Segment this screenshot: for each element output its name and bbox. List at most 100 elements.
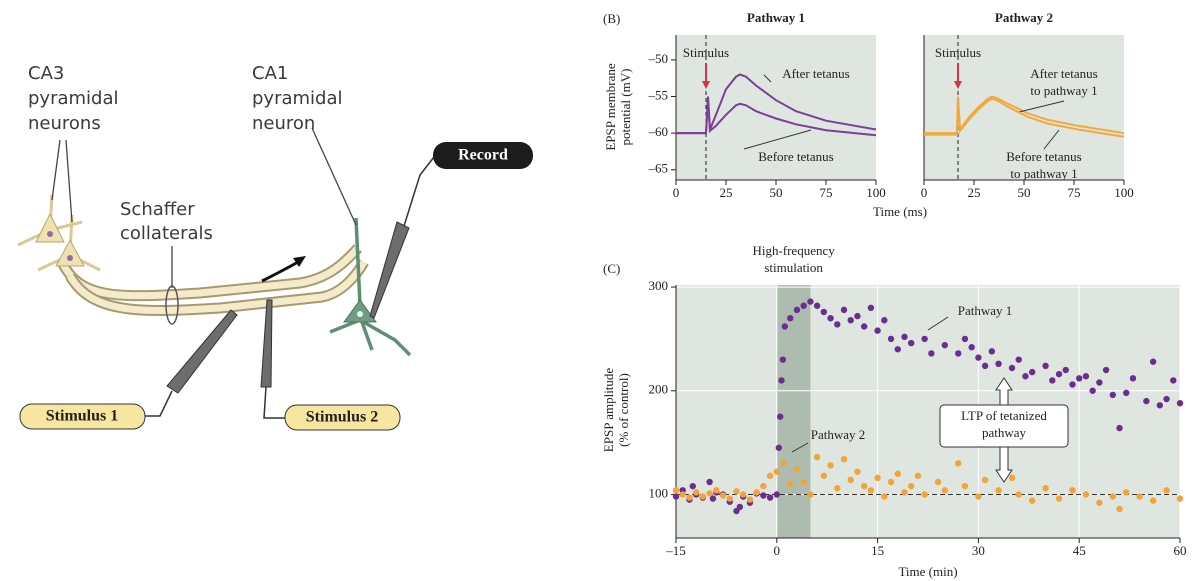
y-tick-label: –55 <box>648 87 669 102</box>
point <box>1123 390 1129 396</box>
ca3-label: neurons <box>28 113 101 134</box>
point <box>727 495 733 501</box>
point <box>1103 367 1109 373</box>
point <box>1110 392 1116 398</box>
ca1-label: neuron <box>252 113 315 134</box>
wire <box>264 387 285 418</box>
series-label: Pathway 2 <box>811 427 866 442</box>
point <box>975 493 981 499</box>
point <box>848 477 854 483</box>
diagram: Record Stimulus 1 Stimulus 2 CA3 pyramid… <box>18 63 533 430</box>
point <box>821 309 827 315</box>
point <box>901 489 907 495</box>
x-axis-label: Time (ms) <box>873 204 927 219</box>
series-label: Before tetanus <box>1006 149 1081 164</box>
wire <box>145 391 172 416</box>
point <box>794 466 800 472</box>
point <box>854 468 860 474</box>
ca3-neuron <box>56 240 84 266</box>
y-axis-label: EPSP amplitude <box>601 368 616 453</box>
leader-line <box>52 140 72 222</box>
point <box>827 315 833 321</box>
point <box>1177 495 1183 501</box>
point <box>1177 400 1183 406</box>
point <box>814 303 820 309</box>
point <box>975 354 981 360</box>
point <box>1016 491 1022 497</box>
point <box>1096 379 1102 385</box>
point <box>760 492 766 498</box>
point <box>874 475 880 481</box>
point <box>868 487 874 493</box>
point <box>895 471 901 477</box>
point <box>968 344 974 350</box>
x-tick-label: 25 <box>968 185 981 200</box>
point <box>777 413 783 419</box>
point <box>895 346 901 352</box>
x-tick-label: 25 <box>720 185 733 200</box>
charts: 0255075100–65–60–55–50(B)Pathway 1EPSP m… <box>601 10 1187 579</box>
series-label: to pathway 1 <box>1010 166 1077 181</box>
schaffer-label: collaterals <box>120 223 213 244</box>
point <box>787 315 793 321</box>
point <box>740 491 746 497</box>
point <box>921 336 927 342</box>
nucleus <box>357 311 363 317</box>
series-label: Pathway 1 <box>958 303 1013 318</box>
annotation: High-frequency <box>752 243 835 258</box>
point <box>861 483 867 489</box>
panel-label: (B) <box>603 11 620 26</box>
schaffer-label: Schaffer <box>120 199 195 220</box>
point <box>1029 497 1035 503</box>
point <box>1163 396 1169 402</box>
chart-title: Pathway 1 <box>747 10 805 25</box>
series-label: to pathway 1 <box>1030 83 1097 98</box>
point <box>982 363 988 369</box>
point <box>1083 491 1089 497</box>
series-label: After tetanus <box>1030 66 1098 81</box>
x-tick-label: 30 <box>972 543 985 558</box>
point <box>834 485 840 491</box>
y-tick-label: –60 <box>648 124 669 139</box>
stimulus-label: Stimulus <box>683 45 729 60</box>
point <box>888 479 894 485</box>
point <box>1150 497 1156 503</box>
point <box>1049 377 1055 383</box>
point <box>706 479 712 485</box>
nucleus <box>67 255 73 261</box>
x-tick-label: 45 <box>1073 543 1086 558</box>
y-tick-label: –65 <box>648 161 669 176</box>
point <box>1130 375 1136 381</box>
point <box>680 491 686 497</box>
x-tick-label: 50 <box>1018 185 1031 200</box>
point <box>1016 356 1022 362</box>
point <box>753 489 759 495</box>
ca1-label: pyramidal <box>252 88 343 109</box>
point <box>706 490 712 496</box>
x-tick-label: 75 <box>1068 185 1081 200</box>
ca3-label: CA3 <box>28 63 64 84</box>
y-tick-label: 300 <box>649 278 669 293</box>
point <box>693 489 699 495</box>
point <box>901 334 907 340</box>
point <box>673 493 679 499</box>
point <box>848 317 854 323</box>
point <box>942 342 948 348</box>
nucleus <box>47 231 53 237</box>
point <box>774 468 780 474</box>
point <box>1042 363 1048 369</box>
point <box>776 445 782 451</box>
point <box>888 336 894 342</box>
point <box>841 307 847 313</box>
point <box>1116 425 1122 431</box>
y-tick-label: 100 <box>649 485 669 500</box>
x-tick-label: 50 <box>770 185 783 200</box>
panel-label: (C) <box>603 261 620 276</box>
point <box>827 462 833 468</box>
y-axis-label: (% of control) <box>616 373 631 447</box>
point <box>1150 359 1156 365</box>
point <box>1063 367 1069 373</box>
record-electrode <box>370 222 409 318</box>
point <box>962 483 968 489</box>
annotation: pathway <box>982 425 1027 440</box>
